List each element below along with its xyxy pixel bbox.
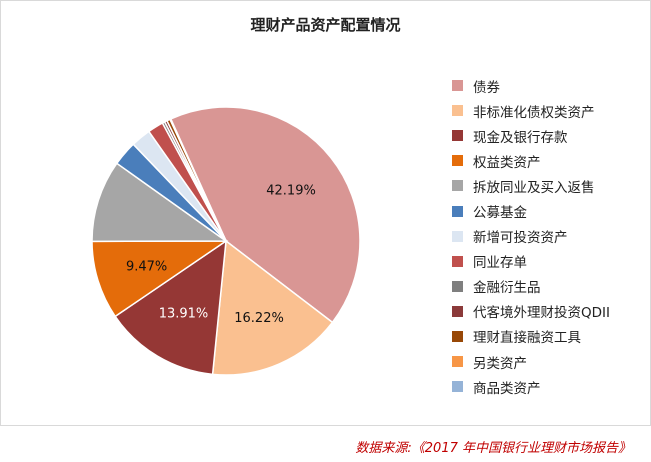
legend-item-2: 现金及银行存款 — [452, 123, 610, 148]
legend-item-8: 金融衍生品 — [452, 274, 610, 299]
pie-slice-12 — [169, 117, 227, 242]
pie-slice-2 — [114, 239, 227, 376]
legend-item-0: 债券 — [452, 73, 610, 98]
pie-slice-1 — [211, 239, 334, 376]
source-note: 数据来源:《2017 年中国银行业理财市场报告》 — [355, 441, 631, 456]
legend-swatch — [452, 180, 463, 192]
legend-label: 金融衍生品 — [473, 280, 541, 297]
legend-swatch — [452, 280, 463, 292]
pie-slice-3 — [91, 240, 229, 318]
legend-swatch — [452, 330, 463, 342]
legend-item-4: 拆放同业及买入返售 — [452, 173, 610, 198]
legend-item-12: 商品类资产 — [452, 374, 610, 399]
legend-label: 理财直接融资工具 — [473, 330, 581, 347]
legend-label: 权益类资产 — [473, 154, 541, 171]
chart-title: 理财产品资产配置情况 — [250, 16, 401, 34]
slice-data-label-0: 42.19% — [266, 183, 316, 198]
slice-data-label-3: 9.47% — [126, 260, 167, 275]
legend-item-1: 非标准化债权类资产 — [452, 98, 610, 123]
legend-label: 拆放同业及买入返售 — [473, 179, 595, 196]
legend-label: 非标准化债权类资产 — [473, 104, 595, 121]
legend-item-9: 代客境外理财投资QDII — [452, 299, 610, 324]
pie-slice-0 — [169, 106, 361, 324]
pie-chart: 42.19% 16.22% 13.91% 9.47% — [91, 106, 361, 376]
legend-swatch — [452, 80, 463, 92]
legend-swatch — [452, 230, 463, 242]
legend-label: 代客境外理财投资QDII — [473, 305, 610, 322]
legend-label: 新增可投资资产 — [473, 230, 568, 247]
legend-label: 同业存单 — [473, 255, 527, 272]
legend-item-10: 理财直接融资工具 — [452, 324, 610, 349]
legend-swatch — [452, 381, 463, 393]
legend-swatch — [452, 205, 463, 217]
legend-swatch — [452, 155, 463, 167]
slice-data-label-2: 13.91% — [159, 306, 209, 321]
slice-data-label-1: 16.22% — [234, 311, 284, 326]
legend-swatch — [452, 356, 463, 368]
legend-label: 现金及银行存款 — [473, 129, 568, 146]
legend-item-11: 另类资产 — [452, 349, 610, 374]
legend-swatch — [452, 105, 463, 117]
legend-item-5: 公募基金 — [452, 198, 610, 223]
legend-item-7: 同业存单 — [452, 249, 610, 274]
legend-swatch — [452, 255, 463, 267]
legend-label: 另类资产 — [473, 355, 527, 372]
chart-legend: 债券非标准化债权类资产 现金及银行存款 权益类资产拆放同业及买入返售 公募基金新增可投… — [452, 73, 610, 399]
legend-label: 债券 — [473, 79, 500, 96]
legend-swatch — [452, 305, 463, 317]
legend-label: 商品类资产 — [473, 380, 541, 397]
legend-label: 公募基金 — [473, 205, 527, 222]
legend-item-3: 权益类资产 — [452, 148, 610, 173]
pie-slice-4 — [91, 162, 229, 243]
legend-swatch — [452, 130, 463, 142]
legend-item-6: 新增可投资资产 — [452, 224, 610, 249]
